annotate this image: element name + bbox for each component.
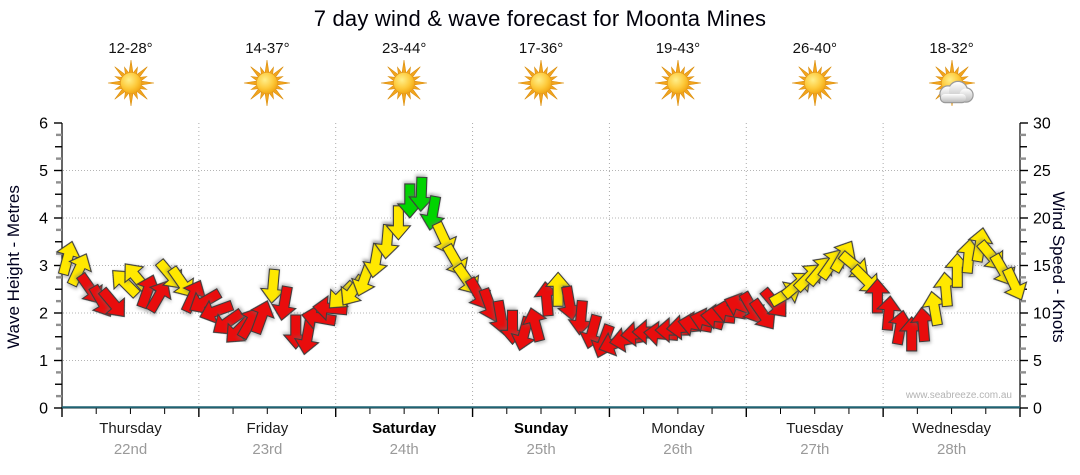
day-label-thursday: Thursday 22nd (62, 420, 199, 458)
left-axis-tick: 5 (39, 163, 48, 180)
temperature-range: 26-40° (792, 40, 837, 57)
temperature-range: 14-37° (245, 40, 290, 57)
temperature-range: 19-43° (655, 40, 701, 57)
right-axis-tick: 20 (1033, 211, 1051, 228)
right-axis-tick: 15 (1033, 258, 1051, 275)
wind-arrow (932, 271, 959, 308)
day-date: 25th (526, 441, 556, 458)
wind-arrow (270, 285, 297, 322)
wind-arrow (875, 295, 903, 331)
temperature-range: 17-36° (518, 40, 564, 57)
temperature-range: 12-28° (108, 40, 153, 57)
day-forecast-thursday: 12-28° (62, 40, 199, 111)
wind-arrow (112, 269, 142, 299)
day-name: Saturday (372, 420, 437, 437)
wind-arrow (408, 176, 435, 213)
day-forecast-saturday: 23-44° (336, 40, 473, 111)
day-name: Thursday (99, 420, 162, 437)
left-axis-tick: 1 (39, 353, 48, 370)
wind-arrow (578, 313, 605, 350)
day-name: Tuesday (786, 420, 844, 437)
wind-arrow (1001, 266, 1028, 301)
day-date: 24th (389, 441, 419, 458)
wind-arrow (887, 309, 914, 346)
sun-icon (244, 59, 291, 107)
right-axis-tick: 25 (1033, 163, 1051, 180)
page-title: 7 day wind & wave forecast for Moonta Mi… (313, 6, 767, 31)
day-name: Wednesday (912, 420, 992, 437)
day-date: 27th (800, 441, 830, 458)
wind-arrow (66, 253, 93, 288)
watermark: www.seabreeze.com.au (905, 390, 1012, 401)
day-label-friday: Friday 23rd (199, 420, 336, 458)
wind-arrow (419, 195, 446, 231)
wind-arrow (259, 268, 286, 305)
left-axis-tick: 4 (39, 211, 48, 228)
right-axis-tick: 30 (1033, 116, 1051, 133)
wind-arrow (521, 307, 548, 343)
wind-arrow (909, 306, 937, 343)
wind-arrow (199, 299, 235, 325)
wind-arrow (385, 205, 412, 241)
left-axis-tick: 2 (39, 306, 48, 323)
day-label-wednesday: Wednesday 28th (883, 420, 1020, 458)
day-forecast-friday: 14-37° (199, 40, 336, 111)
left-axis-tick: 3 (39, 258, 48, 275)
day-label-saturday: Saturday 24th (336, 420, 473, 458)
left-axis-tick: 0 (39, 401, 48, 418)
wind-arrow (544, 271, 572, 307)
temperature-range: 18-32° (929, 40, 974, 57)
day-date: 23rd (252, 441, 283, 458)
day-label-tuesday: Tuesday 27th (746, 420, 883, 458)
right-axis-title: Wind Speed - Knots (1049, 191, 1068, 343)
left-axis-tick: 6 (39, 116, 48, 133)
day-date: 22nd (113, 441, 148, 458)
day-name: Monday (651, 420, 705, 437)
wind-arrow (301, 304, 337, 331)
day-date: 28th (936, 441, 967, 458)
sun-icon (381, 59, 428, 107)
sun-icon (791, 59, 838, 107)
day-label-sunday: Sunday 25th (473, 420, 610, 458)
right-axis-tick: 0 (1033, 401, 1042, 418)
day-forecast-tuesday: 26-40° (746, 40, 883, 111)
sun-icon (107, 59, 154, 107)
wind-arrow (55, 240, 82, 277)
day-name: Friday (246, 420, 289, 437)
day-name: Sunday (514, 420, 569, 437)
day-forecast-wednesday: 18-32° (883, 40, 1020, 111)
right-axis-tick: 5 (1033, 353, 1042, 370)
wind-arrow (250, 300, 275, 336)
wind-arrow (145, 280, 172, 314)
wind-arrow (533, 281, 560, 317)
temperature-range: 23-44° (382, 40, 427, 57)
day-forecast-monday: 19-43° (609, 40, 746, 111)
day-forecast-sunday: 17-36° (473, 40, 610, 111)
wind-arrow (510, 315, 537, 352)
day-label-monday: Monday 26th (609, 420, 746, 458)
day-date: 26th (663, 441, 693, 458)
wind-arrow (921, 290, 948, 327)
sun-cloud-icon (928, 59, 975, 107)
left-axis-title: Wave Height - Metres (4, 185, 23, 349)
wind-arrow (97, 286, 125, 318)
right-axis-tick: 10 (1033, 306, 1051, 323)
wind-arrow (567, 299, 594, 336)
sun-icon (654, 59, 701, 107)
